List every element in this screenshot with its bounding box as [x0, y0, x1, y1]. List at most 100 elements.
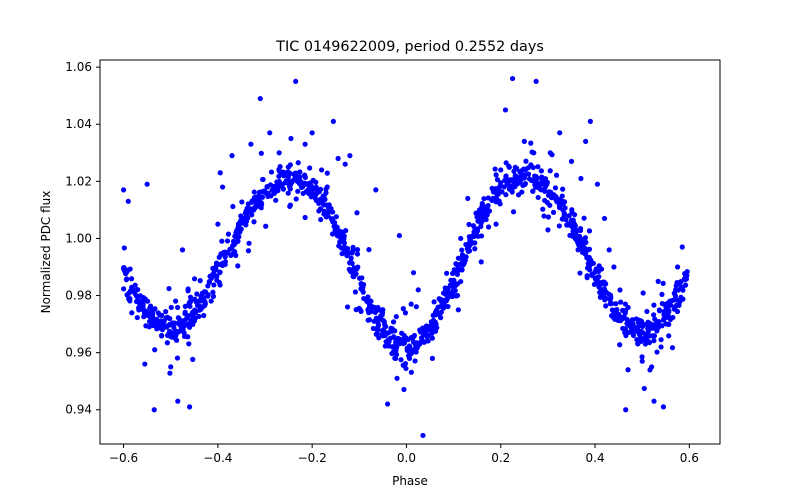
- data-point: [235, 224, 241, 230]
- outlier-point: [674, 264, 681, 270]
- data-point: [593, 275, 599, 281]
- data-point: [556, 202, 562, 208]
- data-point: [423, 329, 429, 335]
- data-point: [671, 306, 677, 312]
- data-point: [316, 208, 322, 214]
- data-point: [295, 160, 301, 166]
- data-point: [408, 369, 414, 375]
- data-point: [682, 277, 688, 283]
- outlier-point: [601, 215, 608, 222]
- x-tick-label: −0.6: [109, 451, 138, 465]
- data-point: [127, 288, 134, 294]
- data-point: [230, 238, 237, 244]
- outlier-point: [319, 167, 325, 173]
- data-point: [583, 239, 589, 245]
- data-point: [404, 345, 410, 351]
- data-point: [454, 281, 461, 287]
- data-point: [332, 220, 338, 226]
- data-point: [572, 223, 579, 229]
- data-point: [182, 309, 188, 315]
- data-point: [553, 172, 560, 178]
- data-point: [547, 202, 553, 208]
- data-point: [652, 316, 658, 322]
- data-point: [598, 287, 604, 293]
- data-point: [466, 234, 472, 240]
- data-point: [440, 290, 447, 296]
- data-point: [587, 267, 593, 273]
- data-point: [562, 205, 568, 211]
- outlier-point: [531, 150, 537, 156]
- data-point: [365, 317, 371, 323]
- data-point: [666, 321, 672, 327]
- data-point: [459, 247, 465, 253]
- outlier-point: [344, 304, 351, 310]
- data-point: [503, 192, 509, 198]
- outlier-point: [342, 161, 348, 167]
- data-point: [504, 179, 511, 185]
- data-point: [588, 260, 595, 267]
- data-point: [486, 224, 492, 230]
- data-point: [586, 254, 592, 261]
- data-point: [208, 298, 214, 304]
- data-point: [417, 329, 424, 335]
- data-point: [539, 174, 545, 180]
- data-point: [574, 228, 580, 234]
- data-point: [128, 276, 135, 282]
- data-point: [235, 263, 241, 269]
- data-point: [440, 305, 447, 311]
- data-point: [413, 346, 419, 352]
- data-point: [317, 196, 323, 202]
- data-point: [349, 250, 355, 256]
- data-point: [210, 293, 217, 299]
- data-point: [635, 340, 641, 347]
- data-point: [603, 303, 609, 309]
- data-point: [337, 232, 343, 239]
- data-point: [545, 214, 552, 220]
- outlier-point: [144, 181, 150, 187]
- data-point: [197, 278, 203, 284]
- outlier-point: [347, 153, 353, 159]
- outlier-point: [502, 107, 509, 113]
- data-point: [682, 282, 689, 288]
- data-point: [493, 186, 499, 192]
- plot-frame: [99, 59, 721, 445]
- data-point: [510, 184, 517, 190]
- data-point: [323, 190, 329, 196]
- data-point: [582, 251, 588, 257]
- data-point: [458, 267, 464, 273]
- data-point: [340, 239, 346, 245]
- outlier-point: [665, 312, 671, 319]
- data-point: [302, 174, 308, 180]
- data-point: [293, 196, 299, 202]
- data-point: [523, 158, 529, 164]
- outlier-point: [476, 207, 483, 213]
- outlier-point: [276, 150, 282, 156]
- data-point: [185, 286, 191, 292]
- data-point: [333, 214, 339, 220]
- outlier-point: [658, 344, 664, 350]
- data-point: [346, 266, 352, 272]
- data-point: [444, 290, 451, 296]
- data-point: [214, 274, 220, 280]
- data-point: [400, 340, 406, 347]
- y-tick-label: 1.02: [65, 174, 92, 188]
- data-point: [448, 277, 454, 283]
- data-point: [515, 181, 521, 187]
- data-point: [142, 308, 148, 314]
- data-point: [429, 327, 435, 334]
- y-tick-label: 0.94: [65, 403, 92, 417]
- data-point: [252, 205, 258, 212]
- data-point: [552, 185, 559, 191]
- data-point: [285, 190, 291, 196]
- data-point: [638, 335, 644, 341]
- outlier-point: [611, 264, 617, 270]
- data-point: [276, 178, 282, 185]
- data-point: [584, 273, 590, 279]
- data-point: [485, 202, 491, 209]
- data-point: [430, 312, 436, 318]
- data-point: [622, 310, 628, 316]
- data-point: [651, 333, 657, 339]
- data-point: [472, 246, 478, 252]
- outlier-point: [623, 407, 629, 413]
- data-point: [494, 177, 501, 183]
